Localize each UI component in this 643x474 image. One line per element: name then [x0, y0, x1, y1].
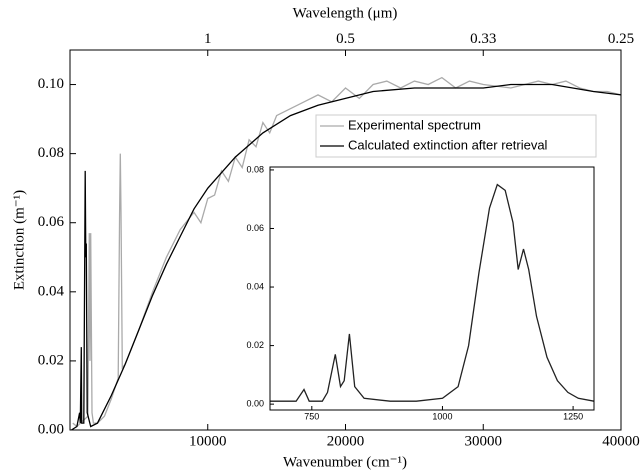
x-tick-label: 20000: [327, 433, 365, 449]
y-tick-label: 0.00: [246, 399, 264, 409]
legend-box: [315, 114, 597, 158]
y-tick-label: 0.02: [38, 352, 64, 368]
y-tick-label: 0.08: [38, 145, 64, 161]
y-tick-label: 0.02: [246, 340, 264, 350]
x-tick-label: 1000: [432, 412, 452, 422]
data-line: [270, 183, 595, 402]
y-axis-label: Extinction (m⁻¹): [11, 190, 27, 290]
data-line: [72, 76, 622, 428]
x2-tick-label: 0.33: [470, 31, 496, 47]
x-tick-label: 40000: [602, 433, 640, 449]
plot-area: [270, 167, 594, 410]
y-tick-label: 0.06: [38, 214, 65, 230]
legend-label: Calculated extinction after retrieval: [348, 137, 548, 152]
y-tick-label: 0.04: [38, 283, 65, 299]
x2-tick-label: 1: [204, 31, 212, 47]
x-tick-label: 750: [304, 412, 319, 422]
y-tick-label: 0.00: [38, 421, 64, 437]
y-tick-label: 0.06: [246, 223, 264, 233]
x2-tick-label: 0.25: [608, 31, 634, 47]
x-tick-label: 1250: [563, 412, 583, 422]
x-axis-label: Wavenumber (cm⁻¹): [283, 454, 407, 470]
y-tick-label: 0.04: [246, 281, 264, 291]
legend-label: Experimental spectrum: [348, 117, 481, 132]
y-tick-label: 0.08: [246, 164, 264, 174]
plot-frame: [269, 166, 595, 411]
y-tick-label: 0.10: [38, 76, 64, 92]
x-tick-label: 10000: [189, 433, 227, 449]
x2-axis-label: Wavelength (μm): [293, 5, 398, 21]
x2-tick-label: 0.5: [336, 31, 355, 47]
plot-frame: [69, 49, 622, 431]
data-line: [71, 83, 622, 431]
x-tick-label: 30000: [465, 433, 503, 449]
